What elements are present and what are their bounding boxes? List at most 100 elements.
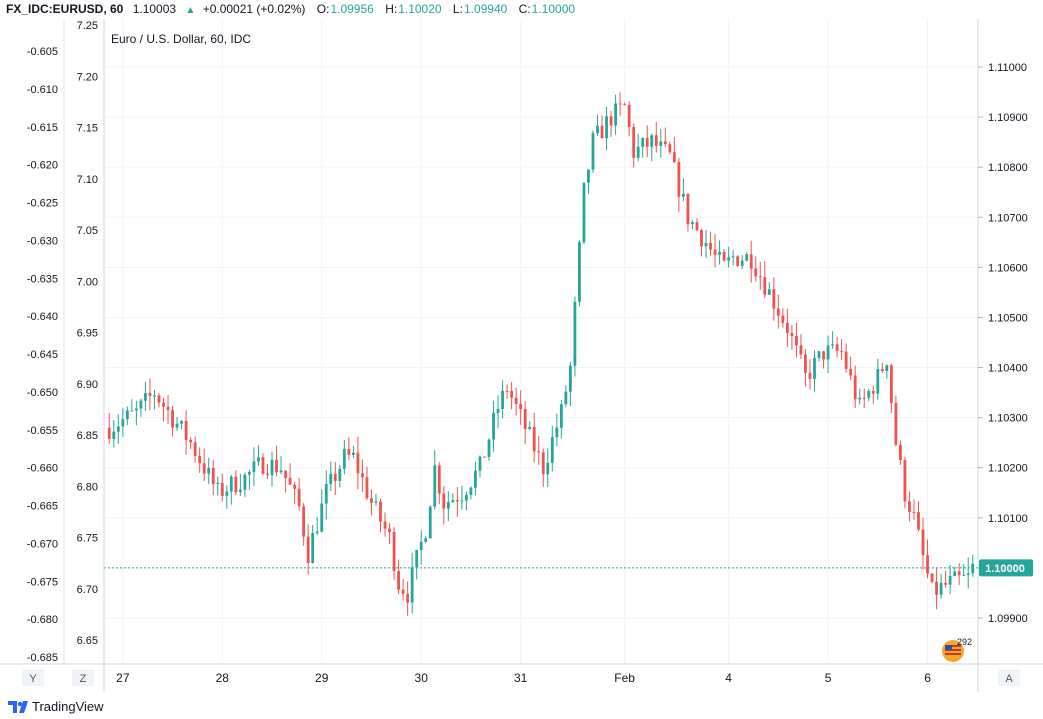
- candle-body: [225, 491, 229, 496]
- candle-body: [257, 457, 260, 462]
- candle-body: [804, 354, 807, 373]
- grid-lines: [104, 19, 978, 664]
- candle-body: [596, 125, 599, 134]
- candle-body: [324, 484, 328, 504]
- candle-body: [650, 135, 654, 147]
- candle-body: [600, 125, 604, 139]
- candle-body: [162, 402, 165, 407]
- candle-body: [112, 431, 116, 439]
- candle-body: [198, 455, 202, 464]
- candle-body: [704, 243, 708, 247]
- candle-body: [659, 141, 663, 146]
- candle-body: [275, 459, 278, 473]
- candle-body: [392, 532, 396, 572]
- outer-tick-label: -0.625: [27, 198, 58, 210]
- candle-body: [505, 390, 509, 392]
- candle-body: [605, 116, 608, 139]
- candle-body: [523, 408, 527, 430]
- candle-body: [654, 135, 658, 146]
- right-tick-label: 1.10400: [988, 363, 1028, 375]
- candle-body: [180, 420, 183, 424]
- candle-body: [541, 452, 545, 475]
- flag-badge[interactable]: 292: [939, 636, 973, 664]
- candle-body: [663, 141, 667, 145]
- candle-body: [514, 397, 518, 404]
- candle-body: [555, 427, 559, 438]
- tradingview-logo-icon[interactable]: [8, 700, 30, 714]
- candle-body: [510, 391, 514, 398]
- candle-body: [121, 419, 125, 427]
- candle-body: [858, 397, 862, 400]
- candle-body: [568, 365, 572, 392]
- symbol-label[interactable]: FX_IDC:EURUSD, 60: [6, 2, 124, 16]
- candle-body: [320, 503, 324, 532]
- candle-body: [455, 500, 459, 502]
- outer-tick-label: -0.620: [27, 160, 58, 172]
- time-tick-label: 27: [116, 671, 130, 685]
- candle-body: [899, 444, 902, 461]
- outer-tick-label: -0.615: [27, 122, 58, 134]
- candle-body: [731, 256, 735, 258]
- candle-body: [329, 473, 333, 485]
- candle-body: [216, 482, 220, 485]
- time-tick-label: 29: [315, 671, 329, 685]
- right-tick-label: 1.09900: [988, 613, 1028, 625]
- outer-tick-label: -0.670: [27, 538, 58, 550]
- inner-tick-label: 6.65: [77, 635, 98, 647]
- outer-tick-label: -0.655: [27, 425, 58, 437]
- outer-tick-label: -0.630: [27, 235, 58, 247]
- candle-body: [415, 550, 419, 568]
- inner-tick-label: 7.00: [77, 276, 98, 288]
- outer-tick-label: -0.660: [27, 463, 58, 475]
- chart-frame[interactable]: -0.605 -0.610 -0.615 -0.620 -0.625 -0.630 -0.6…: [0, 19, 1043, 692]
- time-axis: 27 28 29 30 31 Feb 4 5 6: [116, 671, 931, 685]
- candle-body: [428, 506, 432, 539]
- candle-body: [451, 500, 455, 503]
- candle-body: [365, 477, 369, 499]
- candle-body: [686, 193, 690, 225]
- outer-tick-label: -0.605: [27, 46, 58, 58]
- candle-body: [356, 452, 360, 474]
- auto-scale-button[interactable]: A: [998, 669, 1020, 686]
- time-tick-label: 6: [924, 671, 931, 685]
- candle-body: [229, 476, 233, 492]
- candle-body: [189, 439, 193, 443]
- time-tick-label: Feb: [614, 671, 635, 685]
- candle-body: [297, 488, 301, 507]
- candle-body: [867, 390, 871, 398]
- svg-text:Z: Z: [80, 673, 87, 685]
- candle-body: [636, 146, 640, 158]
- tradingview-brand[interactable]: TradingView: [32, 699, 104, 714]
- candle-body: [559, 404, 563, 428]
- right-tick-label: 1.10100: [988, 513, 1028, 525]
- candle-body: [641, 138, 645, 147]
- price-chart[interactable]: -0.605 -0.610 -0.615 -0.620 -0.625 -0.630 -0.6…: [0, 19, 1043, 692]
- y-button[interactable]: Y: [22, 669, 44, 686]
- high-label: H:: [385, 2, 398, 16]
- candle-body: [144, 393, 147, 401]
- candle-body: [370, 498, 373, 503]
- outer-tick-label: -0.685: [27, 652, 58, 664]
- high-value: 1.10020: [398, 2, 442, 16]
- candle-body: [763, 277, 767, 295]
- outer-tick-label: -0.635: [27, 273, 58, 285]
- z-button[interactable]: Z: [72, 669, 94, 686]
- candle-body: [406, 593, 410, 603]
- current-price-label: 1.10000: [985, 563, 1025, 575]
- candle-body: [478, 456, 482, 471]
- inner-tick-label: 6.75: [77, 533, 98, 545]
- candle-body: [853, 375, 857, 400]
- candle-body: [487, 439, 491, 457]
- candle-body: [745, 254, 749, 261]
- candle-body: [537, 451, 541, 453]
- close-value: 1.10000: [531, 2, 576, 16]
- candle-body: [672, 152, 676, 163]
- low-value: 1.09940: [463, 2, 508, 16]
- candle-body: [234, 476, 238, 493]
- candle-body: [460, 500, 464, 502]
- candle-body: [813, 357, 816, 379]
- outer-tick-label: -0.645: [27, 349, 58, 361]
- candle-body: [433, 465, 437, 507]
- candle-body: [831, 344, 834, 346]
- candle-body: [908, 501, 911, 513]
